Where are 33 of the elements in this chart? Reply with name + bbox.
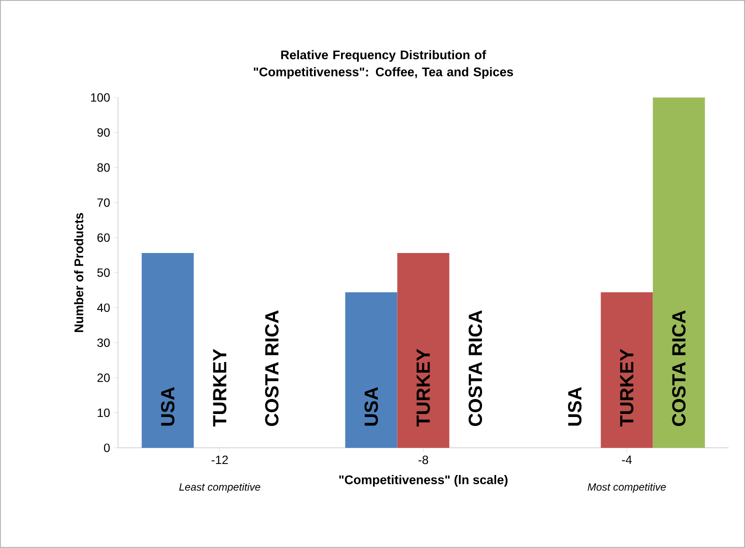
text: COSTA RICA	[468, 310, 482, 426]
x-tick-label: -12	[212, 456, 228, 464]
bar	[345, 292, 398, 448]
x-tick-label: -8	[418, 456, 428, 464]
series-label: TURKEY	[416, 348, 430, 427]
bar	[397, 253, 450, 448]
series-label: COSTA RICA	[672, 310, 686, 426]
y-tick-label: 20	[97, 374, 110, 382]
x-axis-title: "Competitiveness" (ln scale)	[339, 475, 508, 487]
y-tick-label: 50	[97, 268, 110, 277]
chart-title: Relative Frequency Distribution of "Competitiveness": Coffee, Tea and Spices	[254, 50, 514, 79]
bar	[652, 98, 705, 448]
y-tick-label: 10	[98, 408, 110, 418]
text: TURKEY	[620, 348, 634, 427]
text: USA	[568, 387, 582, 426]
y-tick-label: 90	[97, 128, 110, 137]
bar	[142, 253, 194, 448]
y-tick-label: 30	[97, 338, 110, 348]
text: Most competitive	[588, 483, 666, 493]
y-axis-title: Number of Products	[74, 213, 84, 332]
bar	[600, 292, 653, 448]
y-tick-label: 100	[91, 93, 110, 102]
text: TURKEY	[213, 348, 226, 427]
text: COSTA RICA	[265, 310, 279, 426]
text: Least competitive	[179, 483, 260, 493]
y-tick-label: 60	[97, 233, 110, 242]
y-tick-label: 70	[97, 198, 110, 207]
y-tick-label: 0	[104, 444, 110, 452]
text: USA	[161, 387, 174, 426]
x-tick-label: -4	[622, 456, 632, 464]
y-tick-label: 80	[97, 163, 110, 172]
series-label: USA	[364, 387, 378, 426]
y-tick-label: 40	[97, 304, 110, 312]
